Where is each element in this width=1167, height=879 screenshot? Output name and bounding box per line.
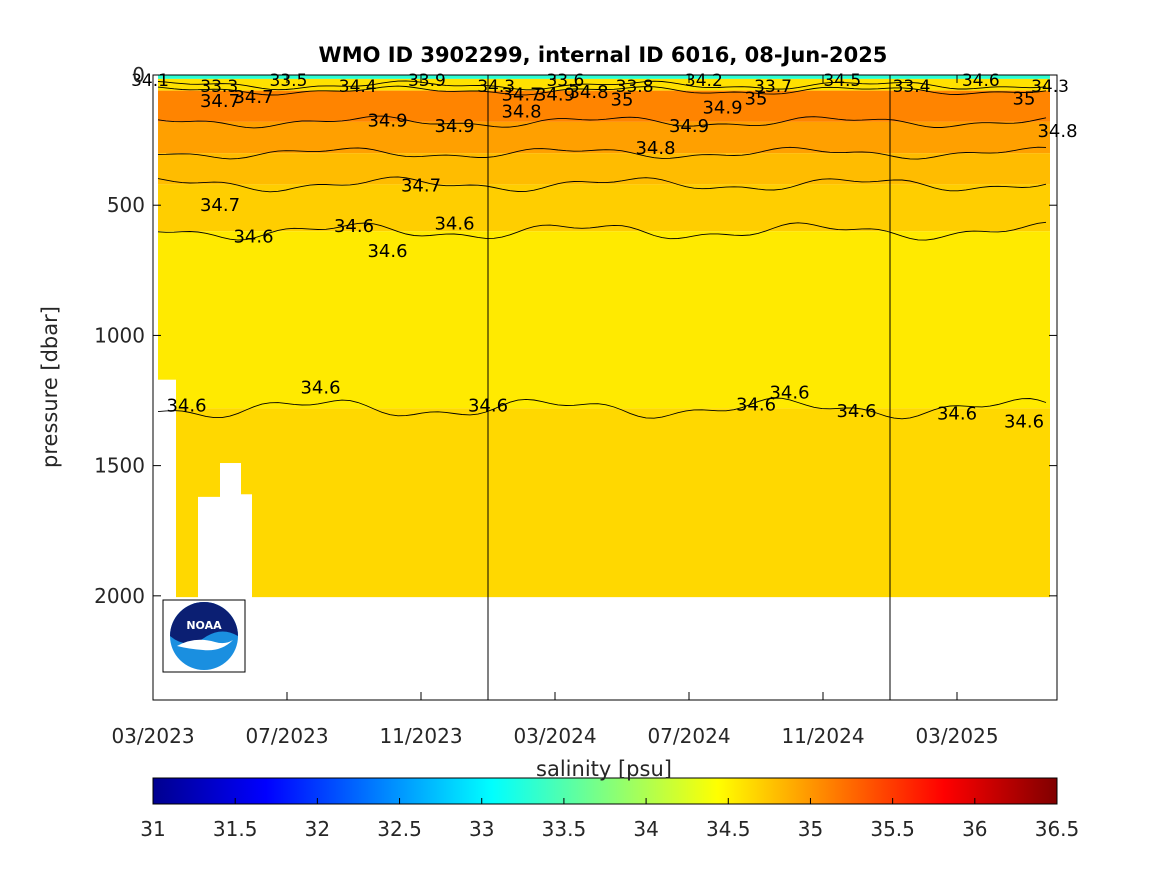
x-tick-label: 11/2023 (379, 724, 462, 748)
surface-contour-label: 34.1 (131, 71, 169, 91)
data-gap (241, 494, 252, 700)
noaa-logo: NOAA (162, 599, 246, 673)
x-axis: 03/2023 07/2023 11/2023 03/2024 07/2024 11/20… (111, 75, 999, 748)
vertical-markers (487, 75, 891, 700)
surface-contour-label: 33.8 (616, 77, 654, 97)
contour-labels: 34.734.734.9 34.934.834.734.934.8 35 34.934… (131, 71, 1077, 432)
surface-contour-label: 33.4 (893, 77, 931, 97)
x-tick-label: 03/2025 (915, 724, 998, 748)
y-tick-label: 0 (132, 63, 145, 87)
salinity-layer (158, 184, 1050, 232)
contour-line (157, 115, 1047, 129)
contour-label: 34.9 (367, 111, 407, 132)
contour-label: 34.6 (836, 401, 876, 422)
contour-label: 34.9 (669, 116, 709, 137)
contour-line (157, 176, 1047, 193)
contour-lines (157, 80, 1047, 420)
logo-text: NOAA (186, 619, 222, 632)
colorbar-tick-label: 34 (633, 817, 658, 841)
contour-label: 34.7 (501, 85, 541, 106)
x-tick-label: 03/2023 (111, 724, 194, 748)
y-tick-label: 1500 (94, 454, 145, 478)
colorbar-tick-label: 36.5 (1035, 817, 1080, 841)
colorbar-label: salinity [psu] (536, 757, 672, 781)
contour-label: 34.7 (200, 91, 240, 112)
colorbar-tick-label: 31.5 (213, 817, 258, 841)
x-tick-label: 11/2024 (781, 724, 864, 748)
contour-label: 34.7 (233, 87, 273, 108)
surface-contour-label: 34.5 (823, 71, 861, 91)
contour-label: 34.6 (468, 396, 508, 417)
contour-label: 34.6 (166, 396, 206, 417)
chart-title: WMO ID 3902299, internal ID 6016, 08-Jun… (319, 43, 888, 67)
axes-border (152, 74, 1058, 701)
surface-contour-label: 33.5 (270, 71, 308, 91)
contour-label: 34.6 (736, 394, 776, 415)
salinity-layer (158, 153, 1050, 185)
colorbar-tick-label: 32 (305, 817, 330, 841)
contour-label: 35 (745, 88, 768, 109)
colorbar (152, 777, 1058, 805)
logo-gull (177, 639, 233, 651)
colorbar-tick-label: 33.5 (542, 817, 587, 841)
surface-contour-label: 34.3 (477, 77, 515, 97)
x-tick-label: 03/2024 (513, 724, 596, 748)
colorbar-ticks: 31 31.5 32 32.5 33 33.5 34 34.5 35 35.5 36 36.5 (140, 798, 1079, 841)
contour-label: 35 (611, 90, 634, 111)
surface-contour-label: 33.9 (408, 71, 446, 91)
x-tick-label: 07/2023 (245, 724, 328, 748)
contour-label: 34.8 (501, 101, 541, 122)
contour-label: 34.8 (568, 82, 608, 103)
contour-label: 34.6 (769, 383, 809, 404)
contour-label: 35 (1013, 88, 1036, 109)
contour-label: 34.9 (434, 116, 474, 137)
colorbar-tick-label: 33 (469, 817, 494, 841)
contour-line (157, 397, 1047, 420)
salinity-layer (158, 75, 1050, 79)
contour-label: 34.6 (300, 378, 340, 399)
colorbar-tick-label: 32.5 (377, 817, 422, 841)
contour-label: 34.6 (1004, 411, 1044, 432)
colorbar-tick-label: 34.5 (706, 817, 751, 841)
contour-line (157, 146, 1047, 160)
surface-contour-label: 34.4 (339, 77, 377, 97)
salinity-layer (158, 121, 1050, 154)
surface-contour-label: 33.7 (754, 77, 792, 97)
contour-label: 34.6 (434, 213, 474, 234)
surface-contour-label: 34.6 (962, 71, 1000, 91)
contour-label: 34.6 (367, 241, 407, 262)
contour-label: 34.6 (233, 226, 273, 247)
salinity-layer (158, 90, 1050, 122)
colorbar-tick-label: 35.5 (870, 817, 915, 841)
salinity-layer (158, 231, 1050, 409)
contour-label: 34.6 (334, 216, 374, 237)
surface-contour-label: 33.6 (546, 71, 584, 91)
contour-label: 34.7 (200, 195, 240, 216)
salinity-field (153, 75, 1050, 700)
surface-contour-label: 34.2 (685, 71, 723, 91)
colorbar-tick-label: 31 (140, 817, 165, 841)
colorbar-tick-label: 35 (798, 817, 823, 841)
contour-label: 34.9 (535, 85, 575, 106)
logo-upper-half (170, 602, 238, 644)
salinity-layer (158, 408, 1050, 598)
contour-line (157, 221, 1047, 241)
y-axis: 0 500 1000 1500 2000 (94, 63, 1057, 608)
y-axis-label: pressure [dbar] (38, 306, 62, 468)
contour-label: 34.9 (702, 98, 742, 119)
y-tick-label: 2000 (94, 584, 145, 608)
contour-line (157, 80, 1047, 91)
y-tick-label: 1000 (94, 323, 145, 347)
contour-label: 34.8 (635, 138, 675, 159)
contour-line (157, 85, 1047, 96)
contour-label: 34.7 (401, 176, 441, 197)
colorbar-tick-label: 36 (962, 817, 987, 841)
surface-contour-label: 34.3 (1031, 77, 1069, 97)
contour-label: 34.6 (937, 404, 977, 425)
surface-contour-label: 33.3 (200, 77, 238, 97)
x-tick-label: 07/2024 (647, 724, 730, 748)
y-tick-label: 500 (107, 193, 145, 217)
